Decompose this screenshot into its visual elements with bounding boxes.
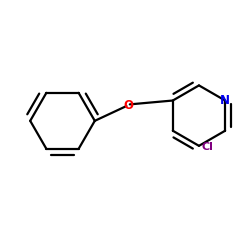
- Text: Cl: Cl: [202, 142, 213, 152]
- Text: N: N: [220, 94, 230, 107]
- Text: O: O: [123, 99, 133, 112]
